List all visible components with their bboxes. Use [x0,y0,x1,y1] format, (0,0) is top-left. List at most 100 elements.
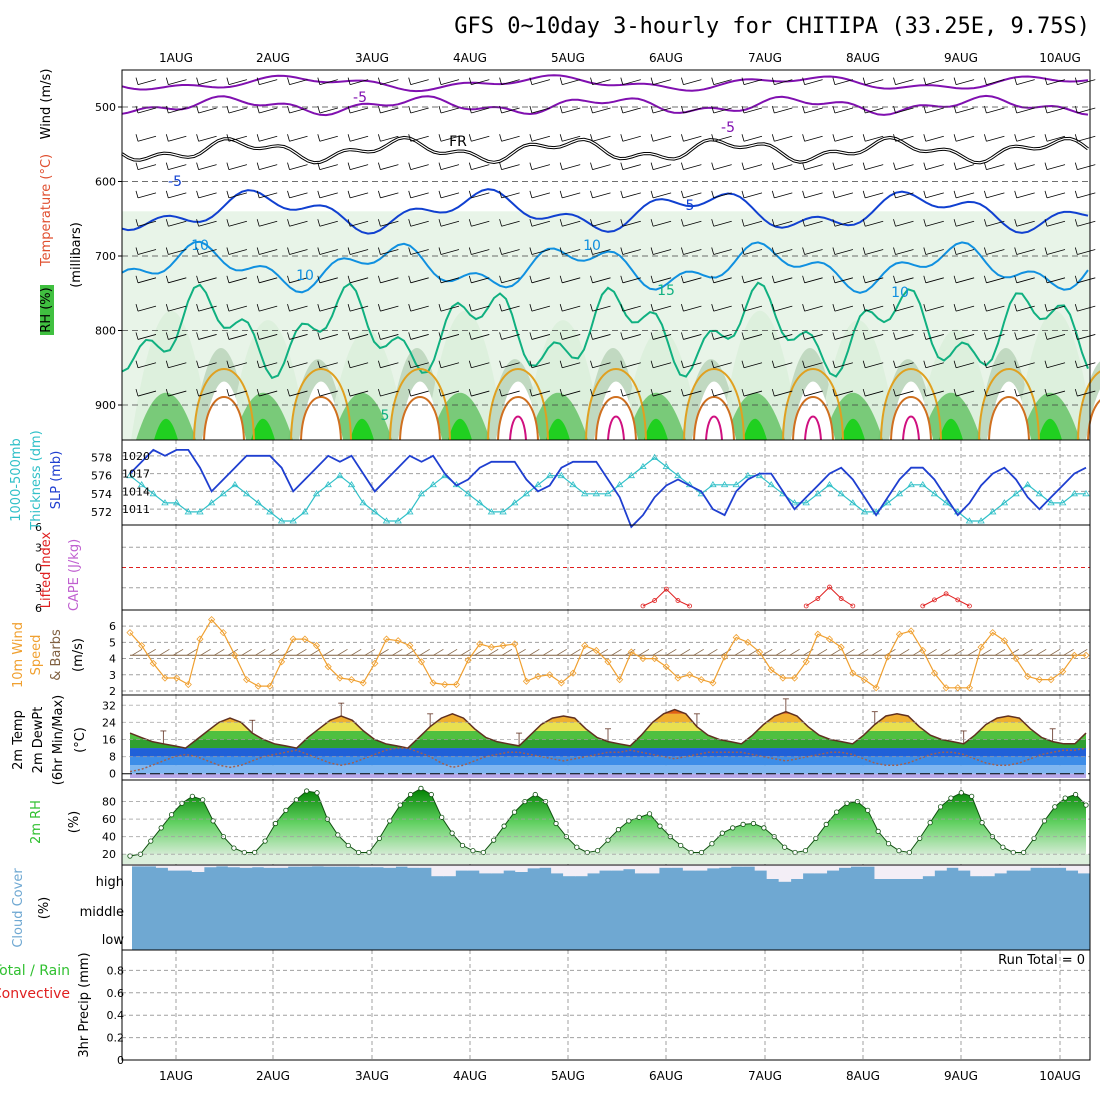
high-cloud-gap-14 [299,865,313,867]
wind-barb [380,220,399,227]
wind-barb [137,362,157,369]
wind-barb [228,334,248,340]
wind-barb-tick [984,162,987,170]
wind-barb [137,192,157,199]
wind-barb [168,305,187,312]
wind-barb-tick [165,162,169,170]
high-cloud-gap-70 [970,865,983,877]
dry-col-8 [987,381,1031,440]
wind-barb [622,192,641,199]
high-cloud-gap-46 [682,865,696,871]
wind-point-17 [324,663,332,671]
wind-barb [592,362,611,369]
high-cloud-gap-27 [455,865,468,871]
wind-barb-tick [317,275,321,283]
thickness-point-37 [557,471,566,479]
thickness-point-58 [802,499,810,506]
wind-barb [410,192,429,199]
wind-barb-tick [165,275,169,283]
wind-barb [562,305,581,312]
wind-barb [471,249,490,255]
wind-barb-tick [317,134,321,142]
isotherm-20-1 [290,368,352,441]
wind-barb [865,135,884,142]
wind-barb-tick [1044,304,1048,312]
barb-tick [816,648,828,656]
high-cloud-gap-6 [203,865,217,868]
thickness-point-44 [639,462,647,470]
wind-barb-tick [499,162,502,170]
precip-ytick-0.2: 0.2 [107,1032,125,1045]
wind-barb-tick [226,360,230,368]
wind-point-38 [569,669,577,677]
wind-barb [895,220,914,227]
wind-barb-tick [165,304,169,312]
wind-point-27 [441,680,449,689]
wind-barb [1016,305,1035,312]
wind-barb [501,164,520,170]
wind-barb [471,164,490,170]
date-bottom-1AUG: 1AUG [159,1069,193,1083]
wind-barb-tick [953,247,957,255]
barb-tick [487,648,499,656]
wind-barb [137,305,157,312]
wind-barb-tick [378,360,381,368]
wind-barb-tick [438,219,442,227]
wind-barb [683,249,702,255]
wind-barb-tick [1014,360,1018,368]
wind-barb [1077,334,1096,340]
barb-tick [611,648,622,656]
rh-point-30 [439,814,445,820]
high-cloud-gap-41 [622,865,636,870]
isotherm-5 [121,188,1089,235]
high-cloud-gap-64 [898,865,911,879]
barb-tick [515,648,526,656]
thickness-point-14 [289,517,297,524]
date-bottom-9AUG: 9AUG [944,1069,978,1083]
rh-point-92 [1083,802,1089,808]
thickness-point-72 [965,517,974,524]
wind-barb [865,277,884,284]
wind-barb [319,164,338,170]
wind-barb [895,362,914,369]
rh-green-3 [430,392,490,440]
wind-barb-tick [438,105,442,114]
rh-green-7 [823,392,883,440]
rh-bright-3 [448,418,472,440]
rh-point-41 [553,820,559,827]
wind-barb-tick [1044,332,1048,340]
wind-barb-tick [559,388,563,397]
wind-barb-tick [256,360,260,368]
wind-barb [501,362,520,369]
wind-barb-tick [620,162,624,170]
wind-barb [349,79,369,86]
wind-barb-tick [1044,360,1048,368]
rh-ytick-40: 40 [102,831,116,844]
wind-barb-tick [1044,134,1048,142]
wind-barb [1016,220,1035,227]
wind-barb [804,164,823,170]
wind-barb [743,107,763,114]
wind-point-21 [371,659,379,667]
wind-point-73 [977,643,985,651]
wind-barb [986,79,1005,86]
wind-barb [955,390,975,397]
wind-barb-tick [408,247,412,255]
wind-barb-tick [620,332,624,340]
wind-barb-tick [468,219,472,227]
wind-barb-tick [862,134,866,142]
wind-barb-tick [711,360,715,368]
label-wind: Wind (m/s) [39,69,54,140]
wind-barb [228,164,248,170]
wind-point-50 [709,679,717,687]
isotherm-25-7 [890,396,932,441]
rh-green-8 [921,392,981,440]
wind-barb [471,277,490,284]
wind-barb-tick [923,134,927,142]
wind-barb-tick [893,134,896,142]
li-point-60 [827,584,832,590]
wind-barb-tick [468,388,472,397]
dry-col-5 [692,381,736,440]
wind-barb [774,192,793,199]
wind-barb [259,362,278,369]
